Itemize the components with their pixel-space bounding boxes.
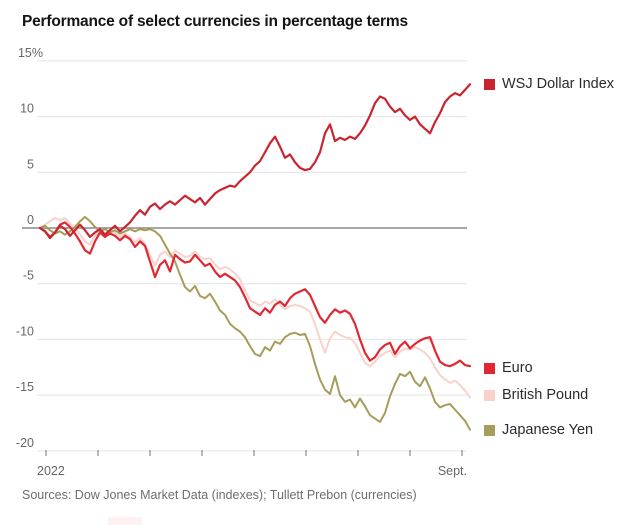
- legend-swatch-icon-british-pound: [484, 389, 495, 401]
- y-axis-label: 0: [27, 213, 34, 227]
- y-axis-label: 10: [20, 102, 34, 116]
- y-axis-label: -15: [16, 380, 34, 394]
- y-axis-label: -10: [16, 324, 34, 338]
- legend-item-euro: Euro: [484, 360, 533, 376]
- chart-title: Performance of select currencies in perc…: [22, 13, 408, 30]
- legend-label-japanese-yen: Japanese Yen: [502, 422, 594, 438]
- series-line-wsj-dollar-index: [38, 83, 472, 240]
- series-line-japanese-yen: [39, 215, 471, 431]
- legend-swatch-icon-wsj-dollar-index: [484, 78, 495, 90]
- legend-label-wsj-dollar-index: WSJ Dollar Index: [502, 76, 615, 92]
- y-axis-label: 5: [27, 157, 34, 171]
- legend-item-british-pound: British Pound: [484, 387, 588, 403]
- x-axis-label-end: Sept.: [438, 464, 467, 478]
- legend-item-japanese-yen: Japanese Yen: [484, 422, 593, 438]
- legend-label-british-pound: British Pound: [502, 387, 589, 403]
- y-axis-label: 15%: [18, 46, 43, 60]
- legend-swatch-icon-japanese-yen: [484, 424, 495, 436]
- legend-label-euro: Euro: [502, 360, 533, 376]
- bottom-edge-artifact: [108, 517, 142, 525]
- source-attribution: Sources: Dow Jones Market Data (indexes)…: [22, 488, 417, 502]
- y-axis-label: -20: [16, 436, 34, 450]
- series-line-euro: [38, 221, 472, 368]
- x-axis-label-start: 2022: [37, 464, 65, 478]
- legend-item-wsj-dollar-index: WSJ Dollar Index: [484, 76, 614, 92]
- y-axis-label: -5: [23, 269, 34, 283]
- series-line-british-pound: [39, 216, 471, 399]
- legend-swatch-icon-euro: [484, 362, 495, 374]
